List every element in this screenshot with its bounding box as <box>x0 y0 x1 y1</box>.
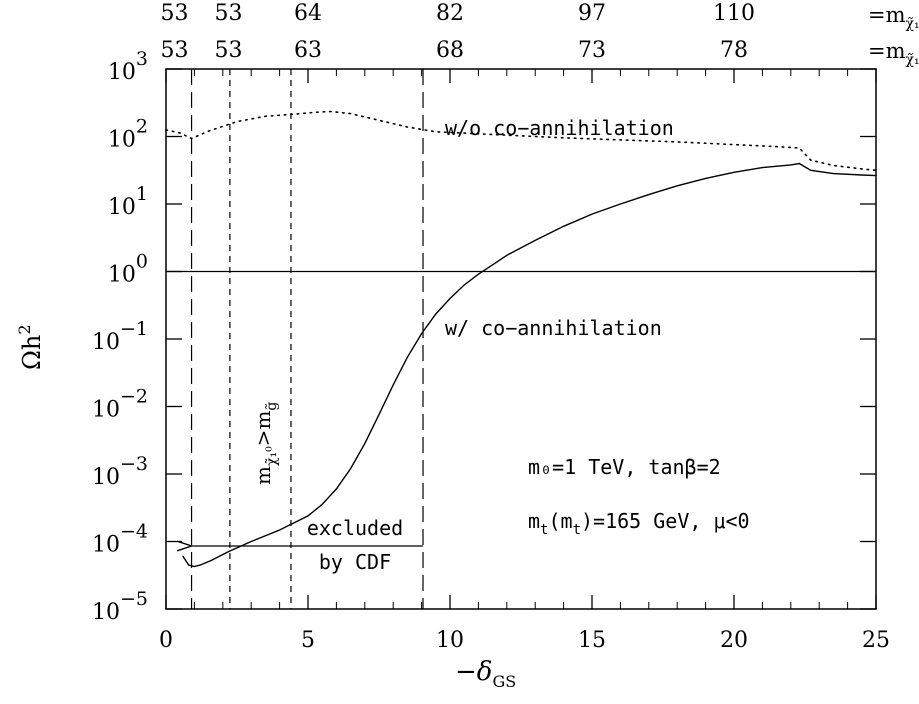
y-tick-label: 102 <box>108 116 148 153</box>
top-axis-tick-label: 110 <box>713 1 755 26</box>
top-axis-tick-label: 64 <box>294 1 322 26</box>
x-tick-label: 5 <box>301 628 315 653</box>
label-parameters-line1: m₀=1 TeV, tanβ=2 <box>528 455 721 479</box>
top-axis-tick-label: 78 <box>720 38 748 63</box>
label-with-coannihilation: w/ co−annihilation <box>445 316 662 340</box>
top-axis-neutralino-mass: 53 53 63 68 73 78 <box>161 38 748 63</box>
top-axis-tick-label: 82 <box>436 1 464 26</box>
x-tick-label: 20 <box>720 628 748 653</box>
label-mass-condition: mχ̃₁⁰>mg̃ <box>251 402 280 485</box>
top-axis-tick-label: 53 <box>161 1 189 26</box>
y-tick-label: 10−3 <box>92 453 148 490</box>
ticks-layer: 0 5 10 15 20 25 103 102 101 100 10−1 10−2 10−3 10−4 10… <box>92 48 890 653</box>
top-axis-neutralino-label: =mχ̃₁⁰ <box>868 39 919 68</box>
top-axis-tick-label: 97 <box>578 1 606 26</box>
x-tick-label: 10 <box>436 628 464 653</box>
label-parameters-line2: mt(mt)=165 GeV, μ<0 <box>528 509 750 538</box>
label-excluded: excluded <box>307 516 403 540</box>
y-tick-label: 10−4 <box>92 521 148 558</box>
top-axis-tick-label: 73 <box>578 38 606 63</box>
top-axis-tick-label: 53 <box>161 38 189 63</box>
top-axis-chargino-mass: 53 53 64 82 97 110 <box>161 1 755 26</box>
y-tick-label: 100 <box>108 251 148 288</box>
top-axis-tick-label: 53 <box>214 1 242 26</box>
y-tick-label: 103 <box>108 48 148 85</box>
series-with-coannihilation <box>182 162 877 568</box>
series-layer <box>165 110 877 568</box>
top-axis-tick-label: 53 <box>214 38 242 63</box>
y-tick-label: 10−2 <box>92 386 148 423</box>
x-tick-label: 25 <box>862 628 890 653</box>
y-tick-label: 10−5 <box>92 588 148 625</box>
label-without-coannihilation: w/o co−annihilation <box>445 116 674 140</box>
top-axis-chargino-label: =mχ̃₁⁺ <box>868 3 919 32</box>
vertical-lines-layer <box>190 69 424 609</box>
top-axis-tick-label: 63 <box>294 38 322 63</box>
y-axis-title: Ωh2 <box>15 324 46 370</box>
x-axis-title: −δGS <box>455 657 516 691</box>
label-by-cdf: by CDF <box>319 550 391 574</box>
y-tick-label: 101 <box>108 183 148 220</box>
x-tick-label: 0 <box>159 628 173 653</box>
y-tick-label: 10−1 <box>92 318 148 355</box>
top-axis-tick-label: 68 <box>436 38 464 63</box>
x-tick-label: 15 <box>578 628 606 653</box>
